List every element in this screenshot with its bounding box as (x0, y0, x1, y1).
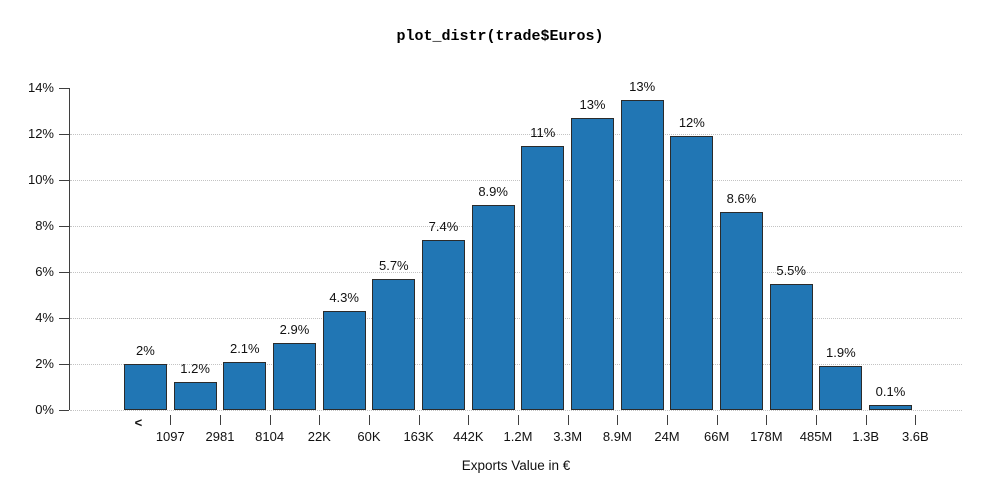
y-axis-tick (59, 364, 69, 365)
y-axis-tick (59, 410, 69, 411)
bar-value-label: 8.9% (478, 184, 508, 200)
less-than-symbol: < (134, 415, 143, 430)
bar-value-label: 7.4% (428, 218, 459, 234)
bar-value-label: 1.9% (826, 345, 856, 361)
gridline (70, 226, 962, 227)
histogram-bar (769, 283, 813, 410)
x-axis-tick (219, 415, 221, 425)
x-axis-tick (667, 415, 668, 425)
x-axis-tick-label: 3.6B (901, 429, 929, 444)
histogram-bar (173, 382, 217, 410)
gridline (70, 180, 962, 181)
x-axis-tick-label: 178M (750, 429, 783, 444)
x-axis-tick-label: 1.2M (503, 429, 533, 444)
x-axis-tick (865, 415, 867, 425)
histogram-bar (720, 212, 763, 410)
bar-value-label: 4.3% (329, 290, 359, 306)
y-axis-line (69, 88, 70, 410)
x-axis-tick (368, 415, 370, 425)
histogram-bar (372, 278, 416, 410)
gridline (70, 410, 962, 411)
histogram-bar (322, 311, 366, 410)
histogram-bar (123, 364, 167, 410)
bar-value-label: 5.5% (776, 262, 806, 278)
bar-value-label: 8.6% (726, 191, 757, 207)
x-axis-tick-label: 24M (654, 429, 680, 444)
x-axis-tick (319, 415, 321, 425)
y-axis-tick (59, 272, 69, 273)
bar-value-label: 2.9% (279, 322, 310, 338)
histogram-bar (223, 361, 267, 410)
x-axis-tick (716, 415, 718, 425)
x-axis-tick (766, 415, 768, 425)
x-axis-tick (816, 415, 817, 425)
histogram-bar (869, 405, 912, 410)
histogram-bar (421, 239, 465, 410)
y-axis-tick (59, 318, 69, 319)
y-axis-tick-label: 10% (27, 172, 54, 187)
histogram-bar (272, 343, 316, 410)
histogram-bar (620, 99, 664, 410)
x-axis-tick-label: 2981 (205, 429, 235, 444)
x-axis-tick-label: 22K (307, 429, 331, 444)
x-axis-tick-label: 60K (357, 429, 381, 444)
y-axis-tick-label: 14% (27, 80, 54, 95)
bar-value-label: 0.1% (875, 384, 906, 400)
histogram-bar (670, 136, 714, 410)
x-axis-tick-label: 8104 (255, 429, 285, 444)
x-axis-tick-label: 8.9M (602, 429, 632, 444)
x-axis-title: Exports Value in € (461, 458, 571, 473)
x-axis-tick (418, 415, 420, 425)
x-axis-tick-label: 1097 (155, 429, 185, 444)
x-axis-tick-label: 1.3B (852, 429, 880, 444)
x-axis-tick (170, 415, 172, 425)
x-axis-tick-label: 485M (799, 429, 833, 444)
bar-value-label: 1.2% (180, 361, 210, 377)
x-axis-tick (468, 415, 470, 425)
y-axis-tick-label: 2% (35, 356, 54, 371)
y-axis-tick-label: 12% (27, 126, 54, 141)
x-axis-tick (617, 415, 619, 425)
histogram-bar (819, 366, 863, 410)
gridline (70, 272, 962, 273)
bar-value-label: 2% (136, 343, 155, 358)
x-axis-tick (517, 415, 519, 425)
y-axis-tick (59, 88, 69, 89)
y-axis-tick-label: 0% (35, 402, 54, 417)
x-axis-tick (269, 415, 271, 425)
y-axis-tick (59, 226, 69, 227)
x-axis-tick-label: 3.3M (553, 429, 583, 444)
y-axis-tick (59, 180, 69, 181)
x-axis-tick (915, 415, 917, 425)
histogram-bar (521, 145, 565, 410)
y-axis-tick-label: 4% (35, 310, 54, 325)
y-axis-tick-label: 6% (35, 264, 54, 279)
histogram-bar (471, 205, 515, 410)
gridline (70, 134, 962, 135)
bar-value-label: 2.1% (229, 340, 260, 356)
gridline (70, 318, 962, 319)
bar-value-label: 12% (678, 115, 705, 131)
bar-value-label: 5.7% (378, 257, 409, 273)
y-axis-tick-label: 8% (35, 218, 54, 233)
bar-value-label: 11% (530, 124, 556, 140)
bar-value-label: 13% (629, 78, 656, 94)
y-axis-tick (59, 134, 69, 135)
bar-value-label: 13% (579, 96, 606, 112)
x-axis-tick-label: 442K (453, 429, 484, 444)
x-axis-tick (567, 415, 569, 425)
histogram-bar (570, 117, 614, 410)
gridline (70, 364, 962, 365)
x-axis-tick-label: 163K (403, 429, 434, 444)
x-axis-tick-label: 66M (704, 429, 730, 444)
chart-title: plot_distr(trade$Euros) (396, 28, 604, 45)
